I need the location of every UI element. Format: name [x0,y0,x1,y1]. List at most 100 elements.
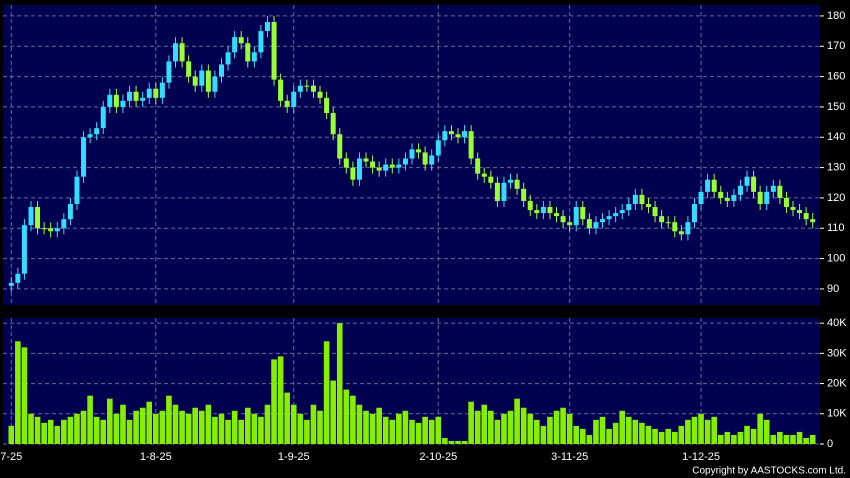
candle-body [711,179,717,192]
volume-bar [126,419,133,444]
y-tick-label: 170 [827,40,845,52]
volume-bar [74,413,80,444]
volume-bar [724,431,731,444]
volume-bar [323,341,330,444]
candle-body [212,76,218,92]
candle-body [468,131,474,159]
y-tick-label: 90 [827,283,839,295]
candle-body [731,194,737,201]
candle-body [356,158,362,180]
candle-body [521,188,527,201]
volume-bar [435,416,442,444]
volume-bar [527,413,534,444]
candle-body [41,228,47,230]
candle-body [626,203,632,211]
candle-body [698,191,704,204]
candle-body [737,185,743,195]
volume-bar [15,341,21,444]
candle-body [554,213,560,217]
volume-bar [166,395,172,444]
candle-body [757,191,763,204]
volume-bar [93,416,100,444]
volume-bar [671,431,678,444]
volume-bar [350,395,356,444]
candle-body [462,131,468,138]
candle-body [751,176,757,192]
volume-bar [67,416,74,444]
candle-body [508,179,514,183]
candle-body [21,225,27,274]
candle-body [205,70,211,92]
y-tick-label: 100 [827,252,845,264]
candle-body [120,100,126,107]
volume-bar [264,404,271,444]
candle-body [429,155,435,165]
candle-body [370,161,376,168]
volume-bar [652,428,658,444]
x-tick-label: 1-9-25 [278,451,310,463]
candle-body [455,134,461,138]
volume-bar [179,410,185,444]
volume-bar [304,419,310,444]
candle-body [376,167,382,171]
candle-body [422,152,428,165]
candle-body [67,203,73,220]
candle-body [297,85,303,92]
candle-body [28,207,34,226]
x-tick-label: 2-10-25 [419,451,457,463]
volume-bar [468,401,474,444]
volume-bar [520,407,527,444]
candle-body [744,176,750,186]
candle-body [573,207,579,226]
volume-bar [737,431,744,444]
volume-bar [277,356,284,444]
volume-bar [547,416,553,444]
candle-body [435,140,441,156]
volume-bar [185,413,192,444]
y-tick-label: 0 [827,438,833,450]
candle-body [310,85,316,92]
candle-body [245,43,251,62]
volume-bar [100,419,107,444]
candle-body [540,207,546,214]
volume-bar [442,437,448,444]
volume-bar [507,410,514,444]
volume-bar [21,347,28,444]
candle-body [475,158,481,174]
volume-bar [107,398,113,444]
volume-bar [415,422,422,444]
volume-bar [566,413,573,444]
x-tick-label: 1-12-25 [682,451,720,463]
candle-body [810,219,816,223]
candle-body [153,88,159,98]
volume-bar [251,413,258,444]
candle-body [685,222,691,235]
x-tick-label: 7-25 [0,451,22,463]
volume-bar [159,410,166,444]
volume-bar [790,434,796,444]
volume-bar [698,413,704,444]
volume-bar [685,419,691,444]
candle-body [100,106,106,129]
volume-bar [796,431,803,444]
candle-body [409,149,415,159]
volume-bar [343,389,350,444]
candle-body [291,91,297,107]
candle-body [481,173,487,177]
candle-body [48,228,54,232]
volume-bar [717,434,724,444]
candle-body [593,222,599,229]
volume-bar [658,431,665,444]
candle-body [278,79,284,101]
candle-body [343,158,349,168]
y-tick-label: 160 [827,70,845,82]
candle-body [803,213,809,220]
candle-body [192,76,198,86]
candle-body [797,210,803,214]
volume-bar [704,419,711,444]
candle-body [494,182,500,201]
volume-bar [54,425,61,444]
candle-body [363,158,369,162]
y-tick-label: 120 [827,192,845,204]
volume-bar [225,419,231,444]
